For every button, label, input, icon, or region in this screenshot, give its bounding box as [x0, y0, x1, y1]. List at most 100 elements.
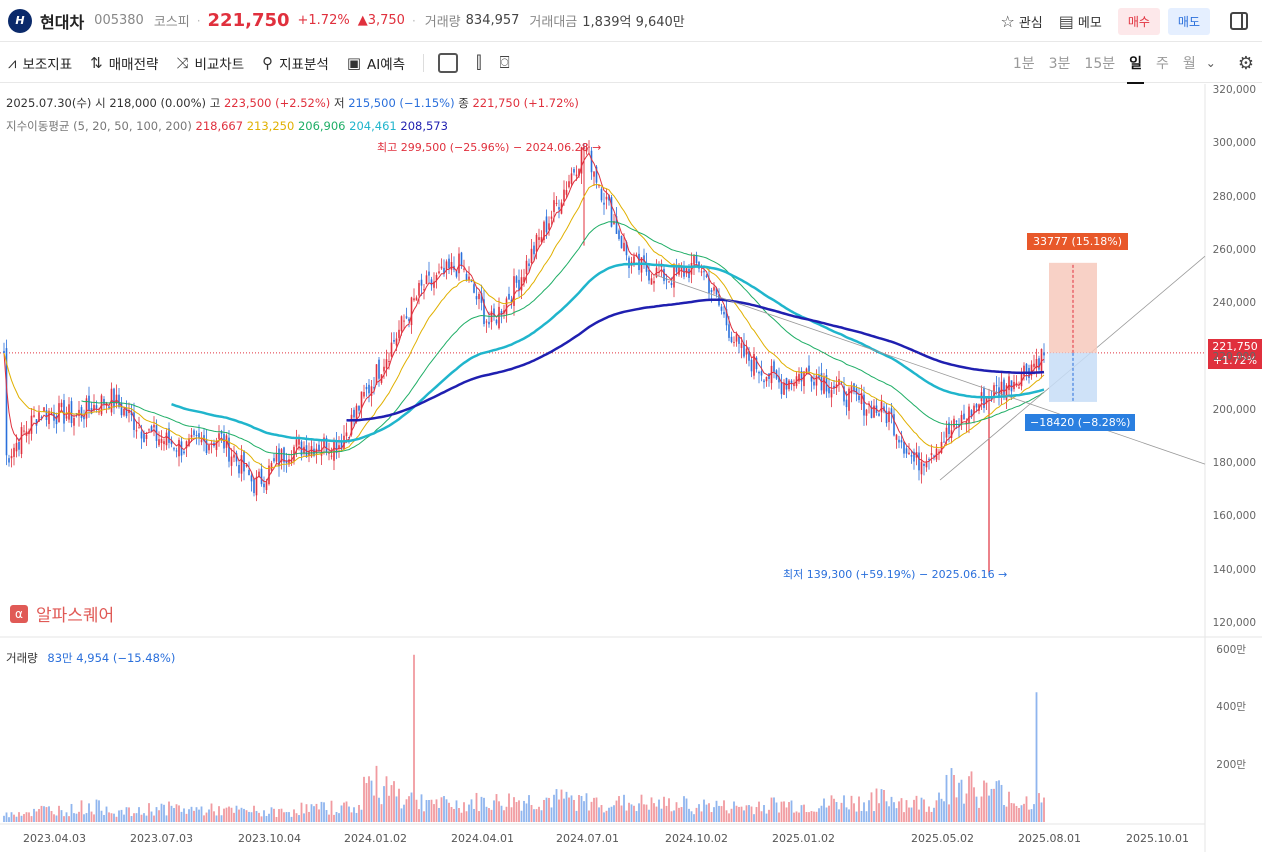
- candle-body: [398, 329, 400, 338]
- candle-body: [878, 413, 880, 416]
- candle-body: [850, 386, 853, 394]
- candle-body: [955, 420, 958, 422]
- volume-bar: [58, 805, 60, 822]
- volume-bar: [750, 806, 753, 822]
- indicator-button[interactable]: ⩘ 보조지표: [8, 53, 72, 73]
- gear-icon[interactable]: ⚙: [1237, 52, 1254, 74]
- candle-body: [548, 223, 550, 230]
- volume-bar: [680, 807, 683, 822]
- candle-body: [593, 171, 595, 177]
- analysis-button[interactable]: ⚲ 지표분석: [262, 53, 329, 73]
- volume-bar: [678, 807, 680, 822]
- period-tab-15min[interactable]: 15분: [1084, 56, 1116, 72]
- volume-bar: [630, 804, 633, 822]
- candle-body: [1023, 365, 1025, 376]
- memo-button[interactable]: ▤ 메모: [1059, 12, 1102, 31]
- volume-bar: [450, 806, 453, 822]
- candle-body: [633, 256, 635, 264]
- candle-body: [788, 380, 790, 390]
- volume-bar: [1038, 793, 1040, 822]
- period-tab-1min[interactable]: 1분: [1012, 56, 1035, 72]
- volume-bar: [970, 771, 973, 822]
- candle-body: [870, 407, 873, 418]
- volume-bar: [415, 799, 418, 822]
- separator-dot: ·: [196, 13, 201, 28]
- candle-body: [363, 392, 365, 397]
- candle-body: [953, 418, 955, 428]
- ma20-value: 213,250: [246, 119, 295, 133]
- volume-bar: [730, 808, 733, 822]
- candle-body: [990, 398, 993, 401]
- chevron-down-icon[interactable]: ⌄: [1205, 56, 1216, 70]
- candle-body: [278, 448, 280, 467]
- volume-bar: [445, 799, 448, 822]
- period-tab-month[interactable]: 월: [1182, 56, 1196, 72]
- separator-dot: ·: [411, 13, 416, 28]
- volume-bar: [268, 813, 270, 822]
- volume-bar: [493, 800, 495, 822]
- volume-bar: [365, 783, 368, 822]
- candle-body: [598, 185, 600, 187]
- volume-bar: [1035, 692, 1038, 822]
- x-axis-date-label: 2024.10.02: [665, 832, 728, 845]
- volume-bar: [553, 794, 555, 822]
- strategy-button[interactable]: ⇅ 매매전략: [90, 53, 158, 73]
- volume-bar: [613, 805, 615, 822]
- candlestick-icon[interactable]: ⫿: [476, 52, 482, 73]
- volume-bar: [628, 802, 630, 822]
- candle-body: [443, 267, 445, 274]
- candle-body: [603, 202, 605, 205]
- candle-body: [905, 448, 908, 454]
- candle-body: [368, 384, 370, 394]
- volume-bar: [468, 804, 470, 822]
- period-tab-3min[interactable]: 3분: [1048, 56, 1071, 72]
- candle-body: [943, 441, 945, 443]
- x-axis-date-label: 2023.07.03: [130, 832, 193, 845]
- volume-bar: [525, 803, 528, 822]
- volume-bar: [883, 789, 885, 822]
- watch-button[interactable]: ☆ 관심: [1001, 12, 1043, 31]
- period-tab-week[interactable]: 주: [1156, 56, 1169, 72]
- volume-bar: [1040, 802, 1043, 822]
- candle-body: [550, 216, 553, 219]
- camera-icon[interactable]: ⌼: [499, 52, 510, 73]
- volume-bar: [983, 780, 985, 822]
- volume-bar: [675, 802, 678, 822]
- ma-info: 지수이동평균 (5, 20, 50, 100, 200) 218,667 213…: [6, 118, 448, 134]
- volume-bar: [523, 800, 525, 822]
- candle-body: [365, 386, 368, 390]
- candle-body: [80, 407, 83, 418]
- volume-bar: [733, 801, 735, 822]
- volume-bar: [430, 799, 433, 822]
- volume-bar: [948, 804, 950, 822]
- volume-bar: [815, 811, 818, 822]
- volume-bar: [243, 808, 245, 822]
- candle-body: [645, 263, 648, 272]
- candle-body: [1000, 381, 1003, 395]
- ai-predict-button[interactable]: ▣ AI예측: [347, 53, 405, 73]
- chart-area-icon[interactable]: [438, 52, 459, 73]
- candle-body: [160, 438, 163, 444]
- period-tab-day[interactable]: 일: [1127, 53, 1144, 84]
- buy-button[interactable]: 매수: [1117, 7, 1160, 35]
- candle-body: [808, 365, 810, 372]
- compare-button[interactable]: ⤨ 비교차트: [176, 53, 244, 73]
- volume-bar: [1025, 796, 1028, 822]
- volume-bar: [285, 812, 288, 822]
- side-panel-icon[interactable]: [1230, 12, 1248, 30]
- sell-button[interactable]: 매도: [1167, 7, 1210, 35]
- candle-body: [815, 375, 818, 386]
- y-axis-tick-label: 200,000: [1212, 403, 1256, 416]
- change-amount: ▲3,750: [357, 13, 405, 28]
- volume-bar: [778, 812, 780, 822]
- high-label: 고: [209, 96, 221, 110]
- volume-bar: [848, 809, 850, 822]
- volume-bar: [110, 813, 113, 822]
- volume-bar: [868, 800, 870, 822]
- candle-body: [728, 324, 730, 338]
- candle-body: [700, 271, 703, 273]
- volume-bar: [515, 802, 518, 822]
- candle-body: [530, 248, 533, 264]
- alpha-label: 알파스퀘어: [36, 606, 115, 626]
